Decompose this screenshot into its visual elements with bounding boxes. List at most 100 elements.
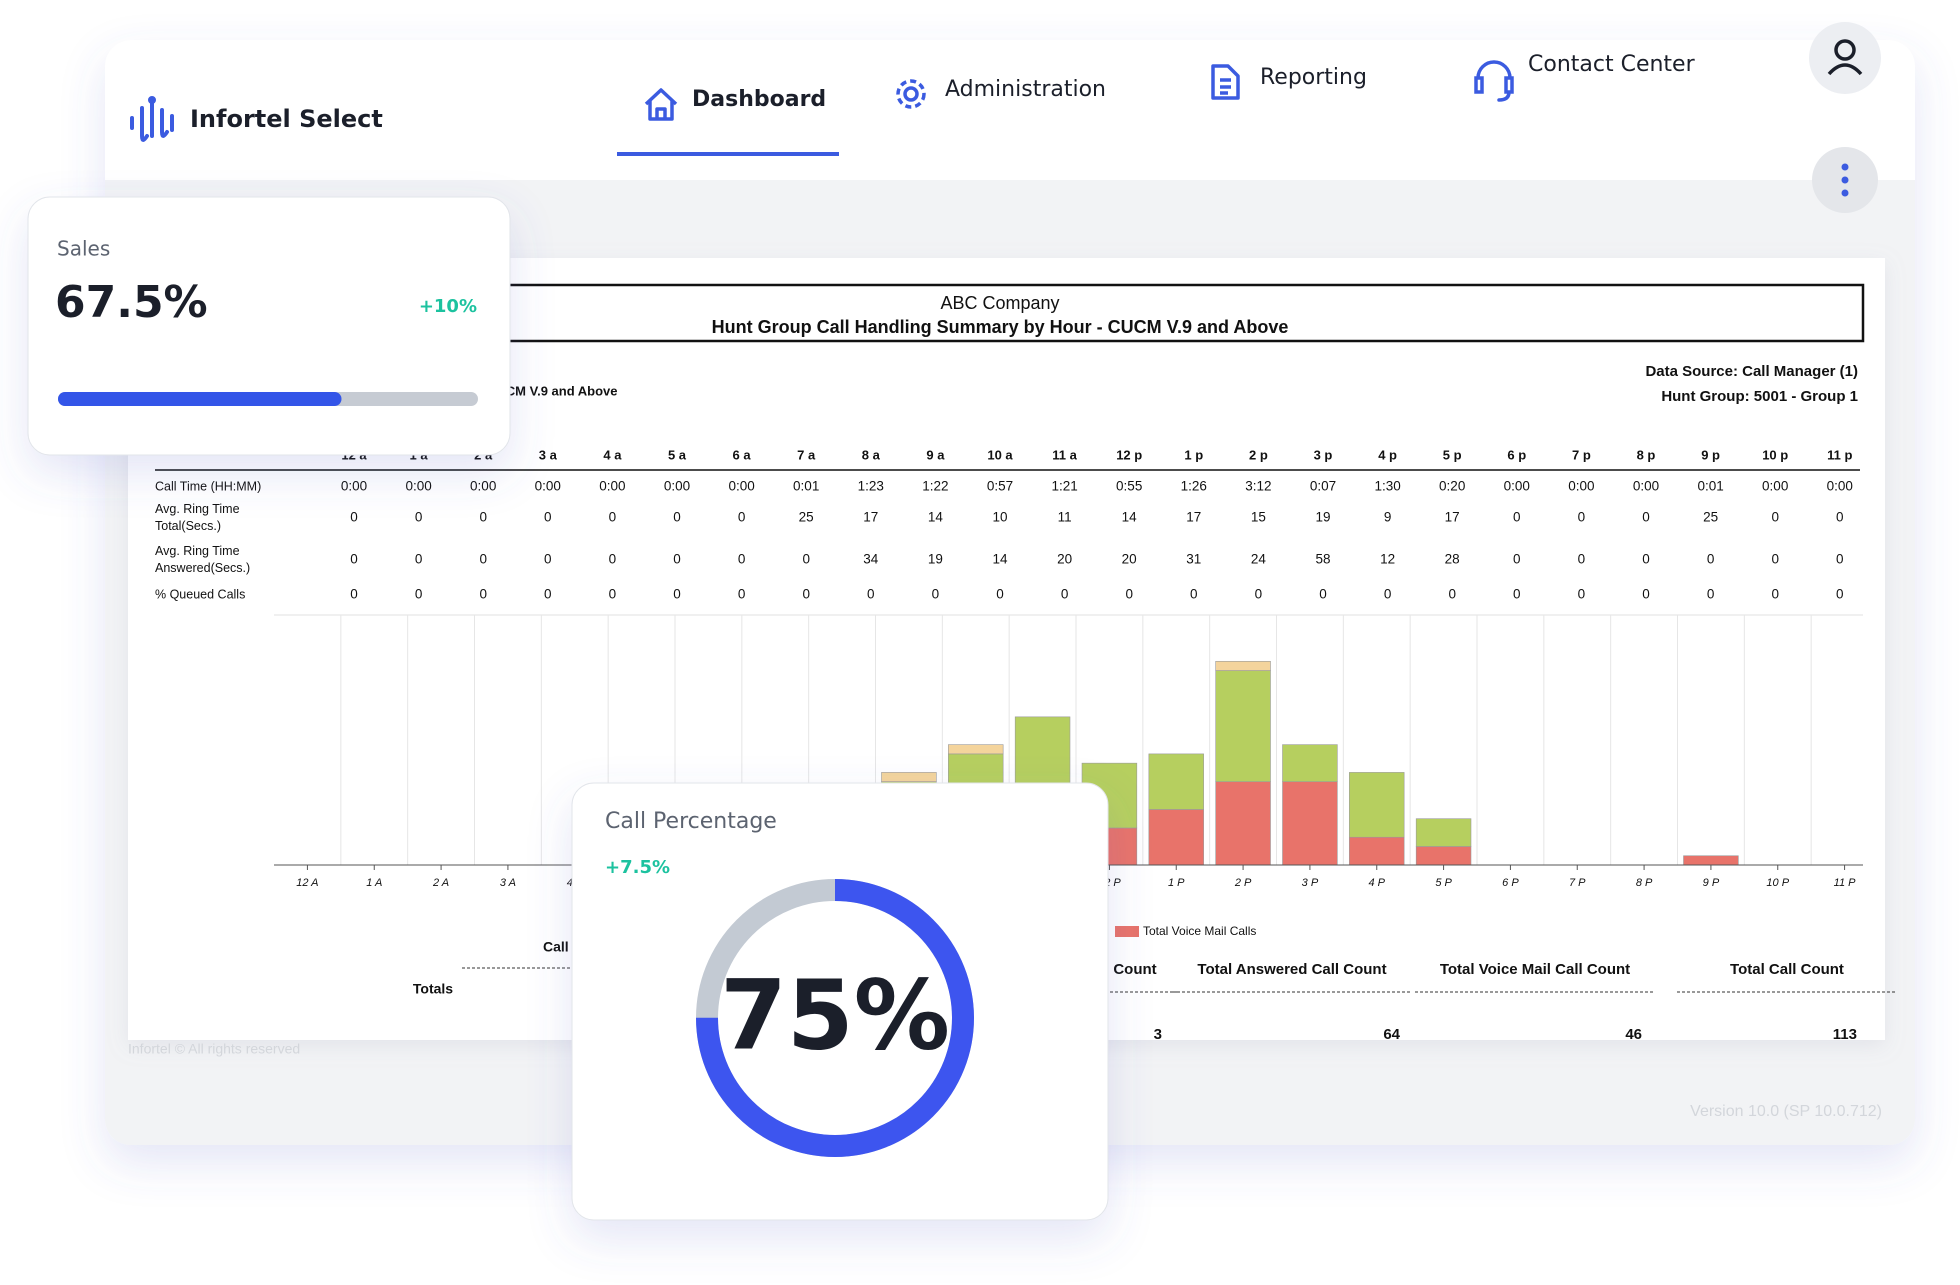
x-tick-label: 2 P — [1234, 877, 1252, 889]
table-cell: 0:00 — [728, 479, 754, 494]
table-cell: 0:00 — [341, 479, 367, 494]
bar-segment — [1215, 670, 1271, 782]
nav-bar — [105, 40, 1915, 180]
hour-header: 7 p — [1572, 447, 1591, 462]
hour-header: 10 p — [1762, 447, 1788, 462]
table-cell: 0 — [1255, 587, 1263, 602]
table-cell: 0 — [350, 510, 358, 525]
table-cell: 0 — [738, 510, 746, 525]
x-tick-label: 2 A — [432, 877, 449, 889]
table-cell: 0 — [1578, 510, 1586, 525]
icon-administration — [896, 79, 926, 109]
table-cell: 14 — [928, 510, 944, 525]
call-label: Call Percentage — [605, 809, 777, 834]
table-cell: 0 — [609, 510, 617, 525]
table-cell: 31 — [1186, 552, 1201, 567]
hour-header: 12 p — [1116, 447, 1142, 462]
table-cell: 0 — [544, 510, 552, 525]
totals-header: Total Answered Call Count — [1197, 961, 1386, 978]
bar-segment — [1148, 753, 1204, 810]
table-cell: 0 — [1836, 587, 1844, 602]
hour-header: 11 a — [1052, 447, 1077, 462]
legend-label: Total Voice Mail Calls — [1143, 924, 1256, 938]
table-cell: 0:00 — [470, 479, 496, 494]
hour-header: 3 a — [539, 447, 558, 462]
table-cell: 14 — [1122, 510, 1138, 525]
table-cell: 0 — [1513, 552, 1521, 567]
row-label: Avg. Ring Time — [155, 544, 240, 558]
table-cell: 0 — [1642, 510, 1650, 525]
bar-segment — [1683, 855, 1739, 866]
sales-card-frame — [27, 196, 511, 456]
table-cell: 0:00 — [599, 479, 625, 494]
table-cell: 0 — [1190, 587, 1198, 602]
totals-value: 64 — [1383, 1026, 1400, 1043]
table-cell: 0 — [1836, 510, 1844, 525]
table-cell: 20 — [1122, 552, 1137, 567]
table-cell: 0 — [609, 552, 617, 567]
table-cell: 0:57 — [987, 479, 1013, 494]
table-cell: 0:07 — [1310, 479, 1336, 494]
table-cell: 0:00 — [1568, 479, 1594, 494]
hour-header: 8 p — [1637, 447, 1656, 462]
profile-button[interactable] — [1809, 22, 1881, 94]
table-cell: 0:00 — [535, 479, 561, 494]
x-tick-label: 1 A — [366, 877, 382, 889]
nav-item[interactable]: Reporting — [1260, 65, 1367, 90]
copyright: Infortel © All rights reserved — [128, 1041, 300, 1057]
table-cell: 0 — [673, 510, 681, 525]
nav-item[interactable]: Administration — [945, 77, 1106, 102]
nav-item[interactable]: Contact Center — [1528, 52, 1696, 77]
brand-logo — [130, 96, 174, 142]
hour-header: 6 p — [1507, 447, 1526, 462]
bar-segment — [881, 772, 937, 782]
table-cell: 0 — [1513, 587, 1521, 602]
icon-reporting — [1211, 64, 1240, 100]
table-cell: 0:01 — [1697, 479, 1723, 494]
brand-name: Infortel Select — [190, 105, 383, 133]
bar-segment — [1282, 744, 1338, 782]
nav-item[interactable]: Dashboard — [692, 87, 826, 112]
table-cell: 0 — [415, 510, 423, 525]
hour-header: 10 a — [987, 447, 1013, 462]
x-tick-label: 9 P — [1703, 877, 1720, 889]
sales-card: Sales 67.5% +10% — [27, 196, 511, 456]
table-cell: 17 — [1186, 510, 1201, 525]
bar-segment — [1148, 809, 1204, 866]
table-cell: 0 — [1771, 552, 1779, 567]
hunt-group: Hunt Group: 5001 - Group 1 — [1661, 388, 1858, 405]
table-cell: 19 — [928, 552, 943, 567]
more-options-button[interactable] — [1812, 147, 1878, 213]
totals-header: Total Voice Mail Call Count — [1440, 961, 1630, 978]
table-cell: 0 — [1642, 552, 1650, 567]
table-cell: 0 — [544, 587, 552, 602]
table-cell: 10 — [992, 510, 1007, 525]
table-cell: 0:20 — [1439, 479, 1465, 494]
table-cell: 20 — [1057, 552, 1072, 567]
data-source: Data Source: Call Manager (1) — [1645, 363, 1858, 380]
x-tick-label: 12 A — [296, 877, 318, 889]
table-cell: 0:00 — [1762, 479, 1788, 494]
x-tick-label: 3 P — [1302, 877, 1319, 889]
table-cell: 0 — [1578, 552, 1586, 567]
table-cell: 12 — [1380, 552, 1395, 567]
x-tick-label: 8 P — [1636, 877, 1653, 889]
table-cell: 0 — [996, 587, 1004, 602]
table-cell: 0 — [609, 587, 617, 602]
table-cell: 0 — [350, 587, 358, 602]
table-cell: 0 — [673, 587, 681, 602]
report-company: ABC Company — [940, 293, 1059, 313]
hour-header: 9 a — [926, 447, 945, 462]
row-label: Avg. Ring Time — [155, 502, 240, 516]
hour-header: 7 a — [797, 447, 816, 462]
hour-header: 5 p — [1443, 447, 1462, 462]
table-cell: 0 — [1384, 587, 1392, 602]
call-value: 75% — [720, 959, 950, 1071]
x-tick-label: 10 P — [1766, 877, 1789, 889]
totals-value: 113 — [1833, 1026, 1857, 1043]
table-cell: 34 — [863, 552, 879, 567]
totals-header: Count — [1113, 961, 1156, 978]
table-cell: 0 — [738, 552, 746, 567]
x-tick-label: 1 P — [1168, 877, 1185, 889]
table-cell: 0 — [479, 587, 487, 602]
